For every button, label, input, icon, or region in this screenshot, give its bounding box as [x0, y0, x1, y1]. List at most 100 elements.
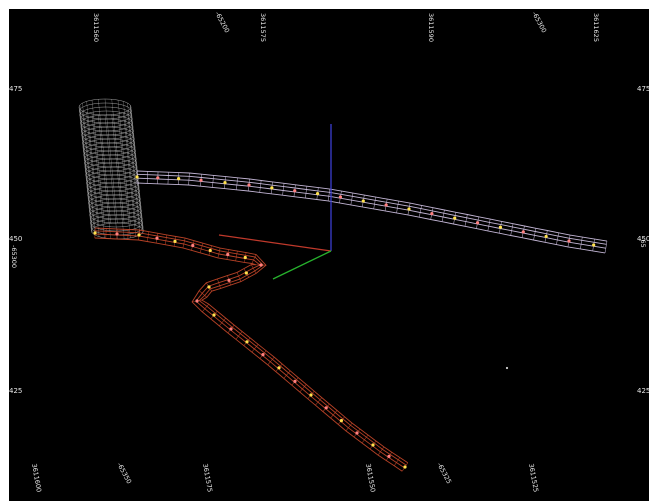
shaft-rib — [127, 102, 141, 228]
shaft-rib — [104, 114, 118, 240]
lower-ramp-crosssection — [235, 251, 238, 261]
grid-label-top-5: -65300 — [530, 10, 548, 34]
upper-drift-crosssection — [510, 223, 514, 236]
grid-label-right-3: 425 — [637, 387, 649, 395]
shaft-rib — [86, 101, 100, 226]
grid-label-top-4: 3611590 — [427, 13, 435, 42]
grid-label-top-1: 3611560 — [92, 13, 100, 42]
lower-ramp-station-point — [226, 252, 230, 257]
grid-label-left-3: 425 — [9, 387, 22, 395]
upper-drift-crosssection — [441, 209, 445, 222]
upper-drift-crosssection — [396, 201, 399, 213]
lower-ramp-crosssection — [164, 234, 168, 245]
grid-label-left-2: 450 — [9, 235, 22, 243]
grid-label-bottom-5: -65325 — [435, 461, 453, 485]
upper-drift-crosssection — [327, 189, 331, 201]
grid-label-bottom-3: 3611575 — [201, 463, 214, 493]
upper-drift-crosssection — [464, 214, 468, 227]
3d-viewport[interactable]: 3611560 -65200 3611575 3611590 -65300 36… — [9, 9, 649, 501]
lower-ramp-crosssection — [251, 254, 257, 264]
grid-label-left-1: 475 — [9, 85, 22, 93]
upper-drift-station-point — [315, 191, 320, 196]
upper-drift-station-point — [270, 186, 274, 190]
shaft-rib — [82, 110, 96, 236]
lower-ramp-crosssection — [202, 303, 209, 313]
upper-drift-crosssection — [604, 241, 608, 253]
shaft-rib — [111, 99, 125, 224]
upper-drift-station-point — [177, 177, 181, 181]
shaft-rib — [123, 112, 136, 237]
lower-ramp-crosssection — [199, 290, 207, 298]
upper-drift-station-point — [407, 207, 411, 211]
lower-ramp-station-point — [309, 393, 313, 397]
upper-drift-station-point — [199, 178, 203, 182]
shaft-rib — [79, 104, 93, 229]
vertical-shaft-wireframe[interactable] — [78, 98, 144, 240]
lower-ramp-station-point — [293, 379, 297, 383]
lower-ramp-station-point — [115, 232, 119, 236]
grid-label-bottom-2: -65350 — [115, 461, 133, 485]
upper-drift-station-point — [521, 230, 525, 234]
upper-drift-station-point — [156, 176, 160, 180]
upper-drift-station-point — [567, 239, 571, 243]
grid-label-right-vertical: -65 — [639, 237, 647, 248]
upper-drift-crosssection — [418, 205, 422, 218]
grid-label-top-6: 3611625 — [592, 13, 600, 42]
lower-ramp-crosssection — [219, 317, 226, 327]
lower-ramp-crosssection — [235, 331, 243, 340]
upper-drift-station-point — [592, 243, 596, 247]
upper-drift-crosssection — [350, 193, 354, 205]
lower-ramp-crosssection — [345, 422, 353, 432]
shaft-rib — [82, 102, 96, 228]
lower-ramp-crosssection — [377, 446, 385, 456]
upper-drift-edge-2 — [137, 173, 607, 245]
survey-point-marker — [505, 366, 509, 370]
grid-label-top-2: -65200 — [213, 10, 231, 34]
lower-ramp-station-point — [403, 465, 407, 469]
upper-drift-station-point — [544, 234, 548, 239]
lower-ramp-station-point — [212, 313, 216, 317]
lower-ramp-crosssection — [315, 397, 323, 406]
lower-ramp-station-point — [355, 431, 359, 435]
upper-drift-station-point — [361, 199, 365, 203]
upper-drift-crosssection — [533, 228, 537, 241]
shaft-rib — [129, 109, 143, 234]
upper-drift-edge-1 — [137, 170, 608, 242]
upper-drift-crosssection — [282, 183, 285, 196]
upper-drift-station-point — [430, 211, 434, 216]
lower-ramp-crosssection — [361, 434, 369, 444]
upper-drift-station-point — [135, 175, 139, 179]
lower-ramp-station-point — [173, 239, 177, 243]
grid-label-bottom-6: 3611525 — [527, 463, 540, 493]
upper-drift-crosssection — [373, 197, 377, 209]
upper-drift-crosssection — [236, 177, 238, 190]
shaft-rib — [111, 114, 125, 239]
lower-ramp-station-point — [207, 285, 211, 289]
upper-drift-station-point — [453, 216, 457, 220]
upper-drift-tunnel[interactable] — [135, 170, 608, 254]
grid-label-right-1: 475 — [637, 85, 649, 93]
lower-ramp-station-point — [371, 443, 375, 447]
x-axis-line — [218, 234, 332, 252]
y-axis-line — [272, 250, 332, 280]
lower-ramp-station-point — [227, 278, 231, 282]
lower-ramp-station-point — [259, 263, 263, 267]
shaft-rib — [129, 104, 143, 229]
shaft-rib — [117, 113, 131, 238]
shaft-rib — [86, 112, 100, 237]
upper-drift-crosssection — [487, 219, 491, 231]
shaft-rib — [79, 109, 93, 234]
upper-drift-edge-4 — [136, 182, 606, 254]
shaft-rib — [104, 98, 118, 224]
upper-drift-crosssection — [212, 175, 214, 188]
wireframe-scene[interactable]: 3611560 -65200 3611575 3611590 -65300 36… — [9, 9, 649, 501]
lower-ramp-tunnel[interactable] — [93, 227, 409, 472]
axis-gizmo — [218, 124, 332, 280]
shaft-rib — [98, 114, 111, 239]
lower-ramp-station-point — [191, 243, 195, 248]
shaft-rib — [127, 110, 141, 236]
upper-drift-station-point — [223, 181, 227, 185]
shaft-rib — [130, 106, 144, 232]
lower-ramp-station-point — [137, 233, 141, 237]
